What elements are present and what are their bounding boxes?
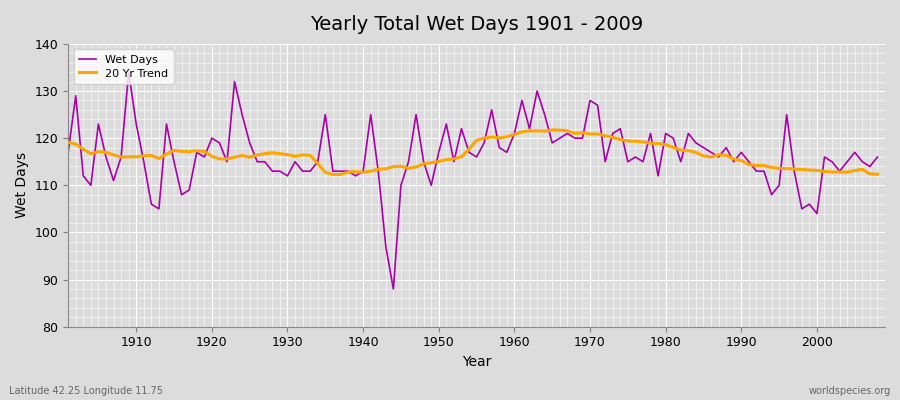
Wet Days bbox=[63, 150, 74, 155]
Wet Days bbox=[774, 183, 785, 188]
20 Yr Trend bbox=[872, 172, 883, 176]
20 Yr Trend bbox=[448, 156, 459, 161]
20 Yr Trend bbox=[146, 153, 157, 158]
20 Yr Trend bbox=[328, 172, 338, 177]
20 Yr Trend bbox=[774, 166, 785, 171]
20 Yr Trend bbox=[547, 128, 558, 132]
Wet Days bbox=[721, 145, 732, 150]
Wet Days bbox=[154, 206, 165, 211]
Y-axis label: Wet Days: Wet Days bbox=[15, 152, 29, 218]
Text: worldspecies.org: worldspecies.org bbox=[809, 386, 891, 396]
Line: Wet Days: Wet Days bbox=[68, 72, 878, 289]
20 Yr Trend bbox=[721, 153, 732, 158]
Wet Days bbox=[123, 70, 134, 74]
Text: Latitude 42.25 Longitude 11.75: Latitude 42.25 Longitude 11.75 bbox=[9, 386, 163, 396]
Wet Days bbox=[388, 287, 399, 292]
Title: Yearly Total Wet Days 1901 - 2009: Yearly Total Wet Days 1901 - 2009 bbox=[310, 15, 644, 34]
20 Yr Trend bbox=[63, 140, 74, 145]
X-axis label: Year: Year bbox=[462, 355, 491, 369]
Wet Days bbox=[456, 126, 467, 131]
Wet Days bbox=[872, 155, 883, 160]
Legend: Wet Days, 20 Yr Trend: Wet Days, 20 Yr Trend bbox=[74, 50, 174, 84]
20 Yr Trend bbox=[788, 167, 799, 172]
Wet Days bbox=[199, 155, 210, 160]
Wet Days bbox=[788, 169, 799, 174]
20 Yr Trend bbox=[192, 148, 202, 153]
Line: 20 Yr Trend: 20 Yr Trend bbox=[68, 130, 878, 174]
